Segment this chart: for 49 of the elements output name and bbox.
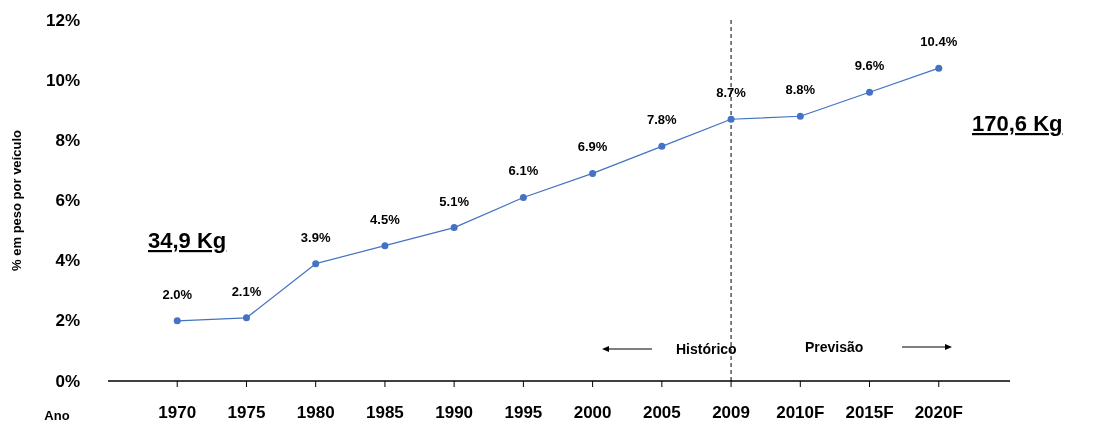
point [312,260,320,268]
data-label: 4.5% [370,211,401,227]
y-tick-label: 8% [55,130,80,150]
x-tick-label: 2005 [642,403,681,422]
point [866,88,874,96]
point [935,64,943,72]
y-tick-label: 2% [55,311,80,331]
x-tick-label: 1985 [366,403,404,422]
y-tick-label: 4% [55,251,80,271]
y-axis-title: % em peso por veículo [9,130,24,271]
y-tick-label: 12% [45,10,80,30]
x-tick-label: 1970 [158,403,197,422]
x-axis-title: Ano [44,408,70,423]
annotation: Histórico [676,341,737,357]
x-tick-label: 2010F [776,403,825,422]
point [727,115,735,123]
data-label: 6.9% [577,139,608,155]
data-label: 2.0% [162,286,193,302]
point [658,142,666,150]
x-tick-label: 1975 [227,403,266,422]
data-label: 8.7% [716,85,747,101]
y-tick-label: 6% [55,191,80,210]
data-label: 2.1% [231,283,262,299]
data-label: 3.9% [300,229,331,245]
data-label: 6.1% [508,163,539,179]
x-tick-label: 1995 [504,403,543,422]
annotation: 34,9 Kg [148,228,227,253]
data-label: 5.1% [439,193,470,209]
point [381,242,389,250]
point [796,112,804,120]
x-tick-label: 1990 [435,403,474,422]
annotation: 170,6 Kg [972,111,1063,136]
data-label: 7.8% [647,112,678,128]
data-label: 10.4% [920,34,958,50]
point [242,314,250,322]
x-tick-label: 2000 [573,403,612,422]
x-tick-label: 1980 [296,403,335,422]
data-label: 8.8% [785,82,816,98]
point [519,193,527,201]
point [173,317,181,325]
y-tick-label: 0% [55,371,80,391]
point [450,224,458,232]
y-tick-label: 10% [45,70,80,90]
x-tick-label: 2020F [914,403,963,422]
x-tick-label: 2009 [712,403,750,422]
data-label: 9.6% [854,58,885,74]
point [589,169,597,177]
annotation: Previsão [805,339,864,355]
x-tick-label: 2015F [845,403,894,422]
